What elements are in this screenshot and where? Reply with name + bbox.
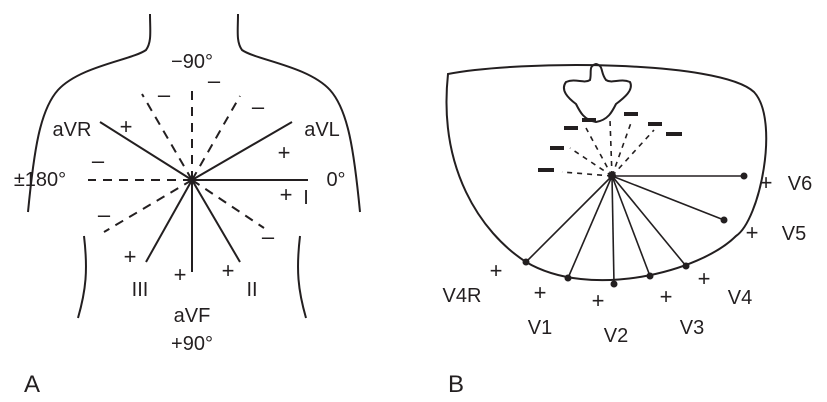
plus-sign-v6: + bbox=[760, 170, 773, 195]
v3-negative bbox=[585, 127, 613, 177]
minus-sign-ii: – bbox=[252, 94, 265, 119]
neg-bar-v4 bbox=[582, 118, 596, 122]
electrode-v5 bbox=[720, 216, 728, 224]
electrode-v6 bbox=[740, 172, 748, 180]
v5-negative bbox=[611, 119, 633, 177]
electrode-v2 bbox=[610, 280, 618, 288]
right-arm-line bbox=[297, 235, 307, 319]
lead-label-v4r: V4R bbox=[443, 285, 482, 307]
torso-outline-left bbox=[27, 13, 152, 213]
lead-label-v5: V5 bbox=[782, 223, 806, 245]
v4r-vector bbox=[525, 175, 613, 263]
v4-negative bbox=[609, 119, 613, 177]
electrode-v1 bbox=[564, 274, 572, 282]
angle-minus-90: −90° bbox=[171, 51, 213, 73]
plus-sign-i: + bbox=[280, 182, 293, 207]
neg-bar-extra bbox=[666, 132, 682, 136]
lead-ii-negative bbox=[141, 93, 193, 181]
plus-sign-v4: + bbox=[698, 266, 711, 291]
panel-label-a: A bbox=[24, 371, 40, 398]
minus-sign-i: – bbox=[92, 148, 105, 173]
v2-negative bbox=[569, 147, 613, 177]
electrode-v4 bbox=[682, 262, 690, 270]
angle-plus-90: +90° bbox=[171, 333, 213, 355]
panel-label-b: B bbox=[448, 371, 464, 398]
neg-bar-v3 bbox=[564, 126, 578, 130]
v2-vector bbox=[611, 175, 615, 285]
plus-sign-avr: + bbox=[120, 114, 133, 139]
lead-label-ii: II bbox=[246, 279, 257, 301]
lead-label-iii: III bbox=[132, 279, 149, 301]
neg-bar-v6 bbox=[648, 122, 662, 126]
lead-label-v2: V2 bbox=[604, 325, 628, 347]
lead-label-avl: aVL bbox=[304, 119, 340, 141]
torso-outline-right bbox=[236, 13, 361, 213]
lead-label-v3: V3 bbox=[680, 317, 704, 339]
lead-iii-axis bbox=[145, 179, 193, 263]
lead-label-i: I bbox=[303, 187, 309, 209]
minus-sign-avl: – bbox=[98, 202, 111, 227]
panel-b-precordial-leads: + + + + + + + V4R V1 V2 V3 V4 V5 V6 B bbox=[443, 62, 812, 398]
electrode-v4r bbox=[522, 258, 530, 266]
plus-sign-avf: + bbox=[174, 262, 187, 287]
v3-vector bbox=[611, 175, 651, 277]
minus-sign-avf: – bbox=[208, 68, 221, 93]
plus-sign-ii: + bbox=[222, 258, 235, 283]
plus-sign-iii: + bbox=[124, 244, 137, 269]
minus-sign-iii: – bbox=[158, 82, 171, 107]
v1-negative bbox=[561, 171, 613, 177]
electrode-v3 bbox=[646, 272, 654, 280]
plus-sign-v3: + bbox=[660, 284, 673, 309]
lead-label-v4: V4 bbox=[728, 287, 752, 309]
v6-negative bbox=[611, 129, 655, 177]
lead-avl-axis bbox=[191, 121, 293, 181]
lead-ii-axis bbox=[191, 179, 241, 263]
plus-sign-v2: + bbox=[592, 288, 605, 313]
vertebra-icon bbox=[562, 62, 632, 124]
v1-vector bbox=[567, 175, 613, 279]
lead-iii-negative bbox=[191, 95, 241, 181]
left-arm-line bbox=[77, 235, 87, 319]
plus-sign-v1: + bbox=[534, 280, 547, 305]
lead-label-avr: aVR bbox=[53, 119, 92, 141]
plus-sign-avl: + bbox=[278, 140, 291, 165]
heart-center bbox=[608, 172, 616, 180]
lead-avr-axis bbox=[99, 121, 193, 181]
angle-plus-minus-180: ±180° bbox=[14, 169, 66, 191]
panel-a-frontal-leads: −90° ±180° 0° +90° aVR aVL I II III aVF … bbox=[14, 13, 361, 398]
angle-zero: 0° bbox=[326, 169, 345, 191]
lead-avr-negative bbox=[191, 179, 265, 229]
plus-sign-v4r: + bbox=[490, 258, 503, 283]
lead-label-avf: aVF bbox=[174, 305, 211, 327]
chest-cross-section bbox=[445, 64, 768, 282]
plus-sign-v5: + bbox=[746, 220, 759, 245]
neg-bar-v1 bbox=[538, 168, 554, 172]
neg-bar-v2 bbox=[550, 146, 564, 150]
neg-bar-v5 bbox=[624, 112, 638, 116]
lead-label-v1: V1 bbox=[528, 317, 552, 339]
v5-vector bbox=[611, 175, 725, 221]
minus-sign-avr: – bbox=[262, 224, 275, 249]
v4-vector bbox=[611, 175, 687, 267]
lead-label-v6: V6 bbox=[788, 173, 812, 195]
lead-avl-negative bbox=[103, 179, 193, 233]
